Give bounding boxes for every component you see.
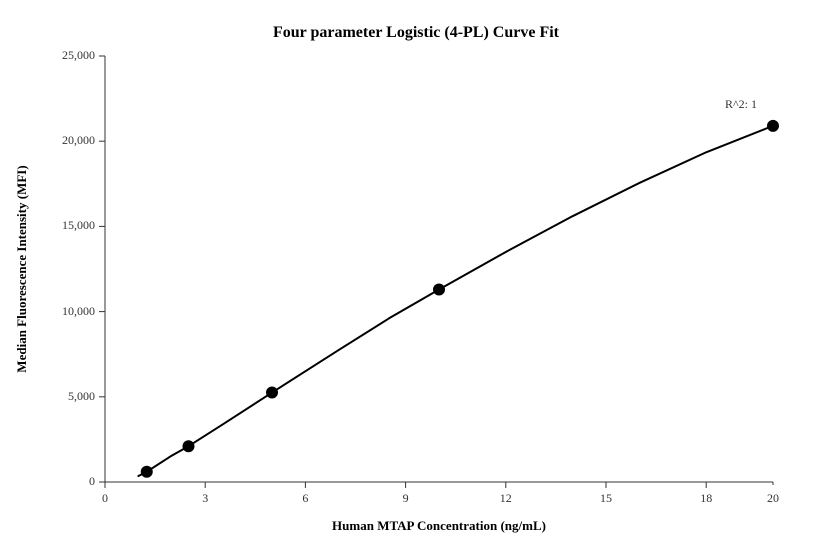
y-tick-label: 0 bbox=[89, 474, 95, 489]
y-tick-label: 10,000 bbox=[62, 304, 95, 319]
data-marker bbox=[141, 466, 152, 477]
x-tick-label: 0 bbox=[85, 491, 125, 506]
r-squared-annotation: R^2: 1 bbox=[725, 97, 757, 112]
data-marker bbox=[434, 284, 445, 295]
x-tick-label: 6 bbox=[285, 491, 325, 506]
y-tick-label: 15,000 bbox=[62, 218, 95, 233]
y-tick-label: 20,000 bbox=[62, 133, 95, 148]
x-tick-label: 20 bbox=[753, 491, 793, 506]
y-tick-label: 5,000 bbox=[68, 389, 95, 404]
data-marker bbox=[267, 387, 278, 398]
data-marker bbox=[768, 120, 779, 131]
chart-svg bbox=[0, 0, 832, 560]
chart-container: Four parameter Logistic (4-PL) Curve Fit… bbox=[0, 0, 832, 560]
x-tick-label: 9 bbox=[386, 491, 426, 506]
x-tick-label: 3 bbox=[185, 491, 225, 506]
x-tick-label: 15 bbox=[586, 491, 626, 506]
x-tick-label: 18 bbox=[686, 491, 726, 506]
fit-curve bbox=[138, 126, 773, 476]
data-marker bbox=[183, 441, 194, 452]
x-tick-label: 12 bbox=[486, 491, 526, 506]
y-tick-label: 25,000 bbox=[62, 48, 95, 63]
